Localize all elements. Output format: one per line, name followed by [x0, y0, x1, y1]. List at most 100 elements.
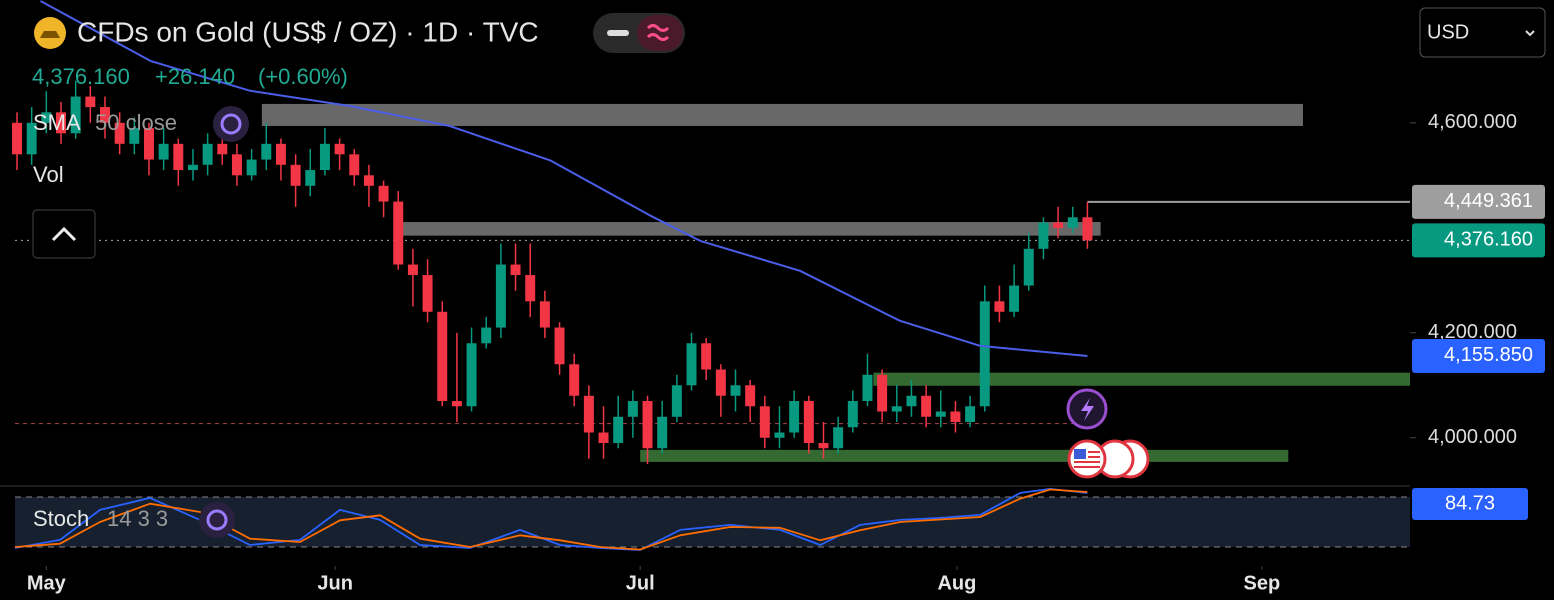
candle-body — [1009, 285, 1020, 312]
candle-body — [114, 122, 125, 144]
candle-body — [173, 143, 184, 171]
candle-body — [85, 96, 96, 108]
candle-body — [569, 364, 580, 396]
candle-body — [466, 343, 477, 407]
candle-body — [217, 143, 228, 155]
toggle-icon — [607, 30, 629, 36]
price-label-box — [1412, 184, 1545, 219]
toggle-active[interactable] — [637, 15, 683, 51]
x-tick-label: Aug — [937, 572, 976, 594]
stoch-band — [15, 496, 1410, 548]
flag-stripes — [1074, 451, 1100, 468]
stoch-value-box — [1412, 488, 1528, 521]
candle-body — [70, 96, 81, 134]
stoch-value-label: 84.73 — [1445, 492, 1495, 514]
candle-body — [906, 395, 917, 407]
candle-body — [598, 432, 609, 444]
candle-body — [495, 264, 506, 328]
candle-body — [319, 143, 330, 171]
candle-body — [730, 385, 741, 396]
price-label: 4,376.160 — [1444, 229, 1533, 251]
candle-body — [803, 401, 814, 444]
candle-body — [994, 301, 1005, 312]
chart-title: CFDs on Gold (US$ / OZ) · 1D · TVC — [77, 16, 539, 47]
candle-body — [877, 374, 888, 412]
candle-body — [774, 432, 785, 438]
candle-body — [862, 374, 873, 402]
candle-body — [965, 406, 976, 423]
candle-body — [1053, 222, 1064, 228]
indicator-name: Stoch — [33, 506, 89, 531]
dropdown-icon — [1525, 30, 1535, 37]
currency-select[interactable] — [1419, 7, 1546, 58]
indicator-settings[interactable] — [199, 502, 235, 538]
candle-body — [642, 401, 653, 449]
candle-body — [143, 128, 154, 160]
candle-body — [41, 112, 52, 123]
candle-body — [891, 406, 902, 412]
price-label: 4,155.850 — [1444, 344, 1533, 366]
price-label-box — [1412, 338, 1545, 373]
candle-body — [305, 170, 316, 186]
indicator-settings-icon — [206, 509, 228, 531]
candle-body — [100, 107, 110, 123]
candle-body — [202, 143, 213, 165]
candle-body — [715, 369, 726, 396]
candle-body — [950, 411, 961, 423]
candle-body — [1067, 217, 1078, 228]
y-tick-label: 4,000.000 — [1428, 426, 1517, 448]
indicator-name: SMA — [33, 110, 81, 135]
candle-body — [921, 395, 932, 417]
candle-body — [246, 159, 257, 176]
price-change: +26.140 — [155, 64, 235, 89]
candle-body — [363, 175, 374, 186]
candle-body — [290, 164, 301, 186]
zone — [398, 222, 1101, 236]
candle-body — [451, 401, 462, 407]
candle-body — [12, 122, 22, 155]
zone — [640, 449, 1289, 462]
price-label: 4,449.361 — [1444, 190, 1533, 212]
candle-body — [525, 275, 536, 302]
collapse-icon — [51, 226, 77, 242]
candle-body — [759, 406, 770, 438]
x-tick-label: Jul — [626, 572, 655, 594]
candle-body — [745, 385, 756, 407]
candle-body — [789, 401, 800, 433]
x-tick-label: Sep — [1244, 572, 1281, 594]
candle-body — [613, 416, 624, 444]
indicator-name: Vol — [33, 162, 64, 187]
collapse-button[interactable] — [32, 209, 96, 259]
candle-body — [407, 264, 418, 276]
candle-body — [627, 401, 638, 417]
candle-body — [334, 143, 345, 155]
candle-body — [539, 301, 550, 328]
indicator-settings[interactable] — [213, 106, 249, 142]
candle-body — [158, 143, 169, 160]
candle-body — [393, 201, 404, 265]
candle-body — [657, 416, 668, 449]
candle-body — [56, 112, 66, 134]
candle-body — [481, 327, 492, 344]
candle-body — [554, 327, 565, 365]
indicator-params: 14 3 3 — [107, 506, 168, 531]
candle-body — [275, 143, 286, 165]
candle-body — [935, 411, 946, 417]
candle-body — [261, 143, 272, 160]
zone — [873, 372, 1410, 386]
candle-body — [422, 275, 433, 312]
x-tick-label: Jun — [317, 572, 353, 594]
candle-body — [686, 343, 697, 386]
candle-body — [378, 185, 389, 202]
candle-body — [231, 154, 242, 176]
candle-body — [510, 264, 521, 276]
candle-body — [818, 443, 829, 449]
toggle-icon — [646, 24, 670, 41]
event-icon-bolt — [1081, 398, 1094, 421]
sma-line — [40, 0, 1088, 357]
candle-body — [701, 343, 712, 370]
y-tick-label: 4,200.000 — [1428, 321, 1517, 343]
price-label-box — [1412, 223, 1545, 258]
